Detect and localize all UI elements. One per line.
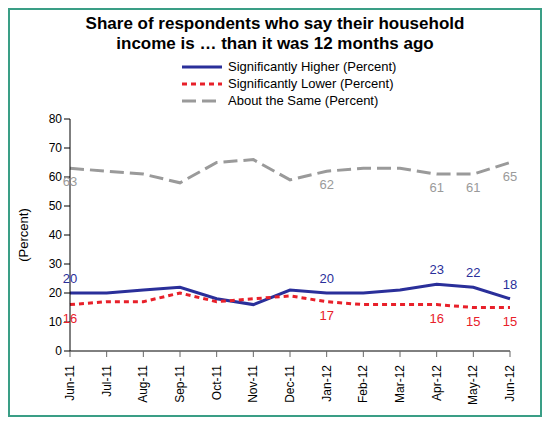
html-text:Significantly Higher (Percent): Significantly Higher (Percent) [228,59,397,74]
svg-text:17: 17 [319,308,333,323]
svg-text:(Percent): (Percent) [16,208,31,261]
svg-text:20: 20 [319,271,333,286]
svg-text:30: 30 [49,257,63,271]
svg-text:Apr-12: Apr-12 [430,365,444,401]
svg-text:23: 23 [429,262,443,277]
html-text:Share of respondents who say t: Share of respondents who say their house… [85,14,465,53]
svg-text:18: 18 [503,277,517,292]
svg-text:50: 50 [49,199,63,213]
svg-text:16: 16 [429,311,443,326]
svg-text:Mar-12: Mar-12 [393,365,407,403]
svg-text:65: 65 [503,169,517,184]
svg-text:15: 15 [503,314,517,329]
svg-text:Dec-11: Dec-11 [283,365,297,403]
svg-text:Nov-11: Nov-11 [246,365,260,403]
svg-text:70: 70 [49,141,63,155]
svg-text:Aug-11: Aug-11 [136,365,150,403]
html-text:About the Same (Percent): About the Same (Percent) [228,93,379,108]
html-text:Significantly Lower (Percent): Significantly Lower (Percent) [228,76,394,91]
svg-text:20: 20 [63,271,77,286]
svg-text:May-12: May-12 [466,365,480,405]
svg-text:63: 63 [63,174,77,189]
svg-text:Jun-12: Jun-12 [503,365,517,402]
svg-text:Jul-11: Jul-11 [100,365,114,397]
svg-text:61: 61 [466,180,480,195]
svg-text:Oct-11: Oct-11 [210,365,224,400]
svg-text:Jun-11: Jun-11 [63,365,77,401]
svg-text:61: 61 [429,180,443,195]
svg-text:Feb-12: Feb-12 [356,365,370,403]
svg-text:10: 10 [49,315,63,329]
svg-text:Sep-11: Sep-11 [173,365,187,403]
svg-text:62: 62 [319,177,333,192]
svg-text:0: 0 [55,344,62,358]
svg-text:20: 20 [49,286,63,300]
svg-text:22: 22 [466,265,480,280]
svg-text:40: 40 [49,228,63,242]
svg-text:60: 60 [49,170,63,184]
svg-text:16: 16 [63,311,77,326]
svg-text:15: 15 [466,314,480,329]
svg-text:80: 80 [49,112,63,126]
svg-text:Jan-12: Jan-12 [320,365,334,402]
